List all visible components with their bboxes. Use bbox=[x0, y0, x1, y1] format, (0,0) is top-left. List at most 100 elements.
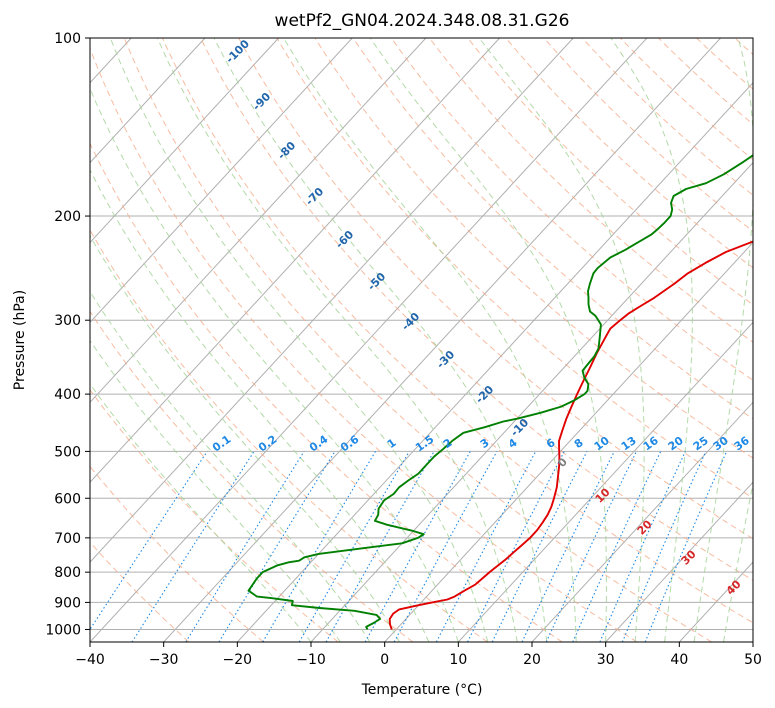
moist-adiabats bbox=[90, 38, 753, 642]
dry-adiabat-line bbox=[429, 38, 753, 343]
mixing-ratio-label: 25 bbox=[691, 434, 711, 453]
mixing-ratio-line bbox=[364, 451, 471, 642]
x-axis-label: Temperature (°C) bbox=[361, 682, 483, 698]
dry-adiabat-line bbox=[90, 465, 264, 642]
moist-adiabat-label: 40 bbox=[724, 577, 744, 597]
moist-adiabat-line bbox=[723, 481, 753, 642]
mixing-ratio-line bbox=[218, 451, 336, 642]
mixing-ratio-line bbox=[467, 451, 565, 642]
moist-adiabat-line bbox=[90, 339, 341, 642]
dry-adiabat-line bbox=[352, 38, 753, 420]
y-tick-label: 400 bbox=[54, 387, 81, 403]
dry-adiabat-line bbox=[390, 38, 753, 381]
dry-adiabat-label: -100 bbox=[223, 37, 252, 66]
moist-adiabat-line bbox=[478, 38, 645, 642]
dry-adiabat-line bbox=[90, 541, 190, 642]
dry-adiabat-line bbox=[696, 38, 753, 90]
dry-adiabat-line bbox=[161, 38, 753, 624]
x-tick-label: −40 bbox=[75, 652, 105, 668]
moist-adiabat-line bbox=[156, 38, 518, 642]
mixing-ratio-label: 8 bbox=[572, 436, 586, 451]
y-tick-label: 800 bbox=[54, 565, 81, 581]
y-tick-label: 500 bbox=[54, 444, 81, 460]
isotherm-line bbox=[678, 561, 753, 642]
y-axis-label: Pressure (hPa) bbox=[12, 290, 28, 390]
dry-adiabats bbox=[90, 38, 753, 642]
isotherm-line bbox=[752, 641, 753, 642]
plot-area bbox=[0, 38, 753, 642]
dry-adiabat-line bbox=[90, 310, 414, 642]
mixing-ratio-label: 6 bbox=[544, 436, 558, 451]
moist-adiabat-label: 20 bbox=[635, 517, 655, 537]
dry-adiabat-line bbox=[734, 38, 753, 56]
moist-adiabat-line bbox=[90, 234, 400, 642]
mixing-ratio-label: 1 bbox=[385, 436, 399, 451]
dry-adiabat-line bbox=[467, 38, 753, 306]
isotherm-line bbox=[384, 241, 753, 642]
moist-adiabat-label: 10 bbox=[593, 485, 613, 505]
profile-series bbox=[247, 154, 753, 630]
x-axis-ticks: −40 −30 −20 −10 0 10 20 30 40 50 bbox=[75, 642, 762, 668]
isotherm-line bbox=[90, 38, 279, 244]
moist-adiabat-line bbox=[369, 38, 607, 642]
dry-adiabat-label: -20 bbox=[473, 383, 496, 406]
dry-adiabat-label: -60 bbox=[333, 228, 356, 251]
x-tick-label: 0 bbox=[380, 652, 389, 668]
isotherm-line bbox=[163, 38, 721, 642]
dewpoint-line bbox=[247, 154, 753, 630]
isotherm-line bbox=[90, 38, 353, 324]
mixing-ratio-line bbox=[90, 451, 208, 631]
mixing-ratio-line bbox=[185, 451, 305, 642]
y-tick-label: 100 bbox=[54, 31, 81, 47]
mixing-ratio-label: 36 bbox=[732, 434, 752, 454]
mixing-ratio-line bbox=[393, 451, 498, 642]
moist-adiabat-line bbox=[610, 38, 693, 642]
x-tick-label: 10 bbox=[449, 652, 467, 668]
mixing-ratio-label: 10 bbox=[592, 434, 612, 454]
y-tick-label: 200 bbox=[54, 209, 81, 225]
dry-adiabat-label: -50 bbox=[365, 270, 388, 293]
isotherm-line bbox=[90, 38, 648, 642]
y-tick-label: 600 bbox=[54, 491, 81, 507]
dry-adiabat-label: -80 bbox=[275, 139, 298, 162]
moist-adiabat-line bbox=[213, 38, 548, 642]
isotherm-line bbox=[90, 38, 427, 404]
x-tick-label: 40 bbox=[670, 652, 688, 668]
chart-title: wetPf2_GN04.2024.348.08.31.G26 bbox=[275, 11, 570, 31]
y-tick-label: 700 bbox=[54, 531, 81, 547]
y-tick-label: 1000 bbox=[45, 622, 81, 638]
plot-frame bbox=[89, 37, 754, 643]
dry-adiabat-line bbox=[123, 38, 712, 642]
moist-adiabat-line bbox=[90, 383, 312, 642]
isotherm-line bbox=[0, 38, 58, 642]
dry-adiabat-line bbox=[658, 38, 753, 125]
dry-adiabat-line bbox=[619, 38, 753, 161]
x-tick-label: −10 bbox=[296, 652, 326, 668]
mixing-ratio-label: 20 bbox=[666, 434, 686, 454]
dry-adiabat-label: -70 bbox=[303, 185, 326, 208]
isotherm-line bbox=[90, 38, 206, 164]
moist-adiabat-line bbox=[90, 290, 371, 642]
moist-adiabat-line bbox=[109, 38, 489, 642]
mixing-ratio-line bbox=[644, 451, 728, 642]
mixing-ratio-line bbox=[621, 451, 707, 642]
moist-adiabat-label: 30 bbox=[679, 547, 699, 567]
isotherm-line bbox=[90, 38, 500, 483]
dry-adiabat-line bbox=[276, 38, 753, 499]
mixing-ratio-line bbox=[262, 451, 376, 642]
dry-adiabat-line bbox=[90, 47, 638, 642]
x-tick-label: 20 bbox=[523, 652, 541, 668]
dry-adiabat-line bbox=[90, 389, 339, 642]
moist-adiabat-line bbox=[693, 38, 753, 642]
dry-adiabat-label: -90 bbox=[250, 90, 273, 113]
x-tick-label: 30 bbox=[597, 652, 615, 668]
y-axis-ticks: 100 200 300 400 500 600 700 800 900 1000 bbox=[45, 31, 90, 638]
x-tick-label: −20 bbox=[223, 652, 253, 668]
moist-adiabat-line bbox=[90, 168, 430, 642]
mixing-ratio-line bbox=[572, 451, 662, 642]
mixing-ratio-line bbox=[131, 451, 255, 642]
mixing-ratio-line bbox=[298, 451, 410, 642]
pressure-gridlines bbox=[90, 38, 753, 630]
x-tick-label: 50 bbox=[744, 652, 762, 668]
